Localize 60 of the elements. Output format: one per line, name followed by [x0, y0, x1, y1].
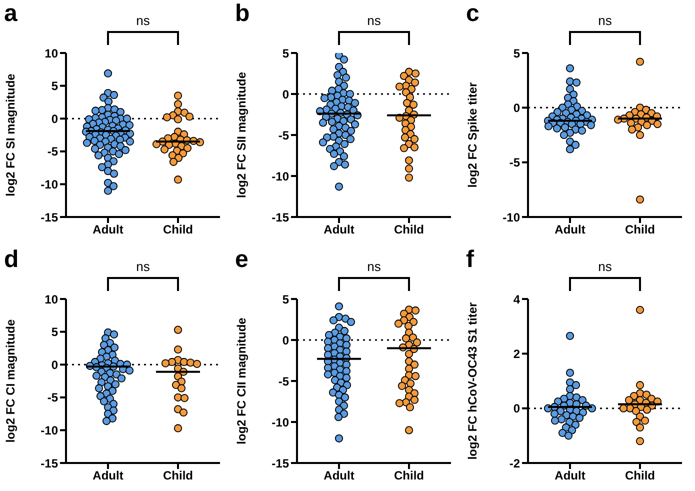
y-axis-title: log2 FC SII magnitude	[234, 72, 248, 198]
x-tick-label: Adult	[92, 222, 124, 237]
x-tick-label: Adult	[92, 468, 124, 482]
y-tick-label: -10	[502, 210, 520, 224]
y-tick-label: -5	[278, 374, 290, 388]
y-tick-label: 5	[51, 324, 58, 339]
y-tick-label: -5	[278, 128, 290, 142]
y-tick-label: 10	[44, 292, 58, 306]
y-tick-label: 0	[282, 87, 290, 102]
y-tick-label: -5	[509, 156, 520, 170]
y-tick-label: 5	[51, 79, 58, 94]
y-tick-label: 0	[51, 357, 58, 372]
y-axis-title: log2 FC CI magnitude	[3, 318, 18, 442]
y-tick-label: 2	[513, 346, 520, 360]
y-tick-label: -15	[40, 456, 58, 470]
x-tick-label: Child	[394, 222, 424, 237]
y-tick-label: -15	[272, 210, 290, 224]
chart-title: e	[235, 246, 248, 274]
x-tick-label: Adult	[324, 222, 354, 237]
y-tick-label: 5	[282, 46, 290, 60]
x-tick-label: Child	[625, 468, 655, 482]
y-tick-label: 5	[282, 292, 290, 306]
x-tick-label: Adult	[324, 468, 354, 482]
y-tick-label: 4	[513, 292, 520, 306]
y-tick-label: -15	[40, 210, 58, 224]
x-tick-label: Adult	[554, 468, 586, 482]
y-axis-title: log2 FC hCoV-OC43 S1 titer	[465, 301, 480, 460]
chart-title: a	[4, 0, 18, 28]
text: ns	[135, 258, 151, 274]
x-tick-label: Child	[163, 222, 193, 237]
y-tick-label: -10	[272, 169, 290, 184]
y-tick-label: -10	[272, 414, 290, 429]
x-tick-label: Adult	[554, 222, 586, 237]
x-tick-label: Child	[394, 468, 424, 482]
text: ns	[597, 13, 613, 28]
y-tick-label: -5	[47, 390, 58, 404]
y-axis-title: log2 FC SI magnitude	[3, 73, 18, 196]
y-tick-label: -5	[47, 144, 58, 159]
x-tick-label: Child	[163, 468, 193, 482]
chart-title: d	[4, 246, 19, 274]
y-tick-label: 5	[513, 46, 520, 60]
y-tick-label: 0	[282, 332, 290, 347]
chart-title: c	[466, 0, 480, 28]
y-tick-label: -10	[40, 177, 58, 192]
y-tick-label: 0	[51, 112, 58, 126]
y-axis-title: log2 FC Spike titer	[465, 82, 480, 188]
chart-title: f	[466, 246, 474, 274]
y-tick-label: 0	[513, 401, 520, 416]
text: ns	[366, 13, 382, 28]
y-axis-title: log2 FC CII magnitude	[234, 316, 248, 444]
text: ns	[135, 13, 151, 28]
y-tick-label: -10	[40, 422, 58, 437]
x-tick-label: Child	[625, 222, 655, 237]
y-tick-label: -2	[509, 456, 520, 470]
y-tick-label: 0	[513, 100, 520, 115]
text: ns	[597, 258, 613, 274]
text: ns	[366, 258, 382, 274]
y-tick-label: -15	[272, 456, 290, 470]
chart-title: b	[235, 0, 250, 28]
y-tick-label: 10	[44, 46, 58, 60]
